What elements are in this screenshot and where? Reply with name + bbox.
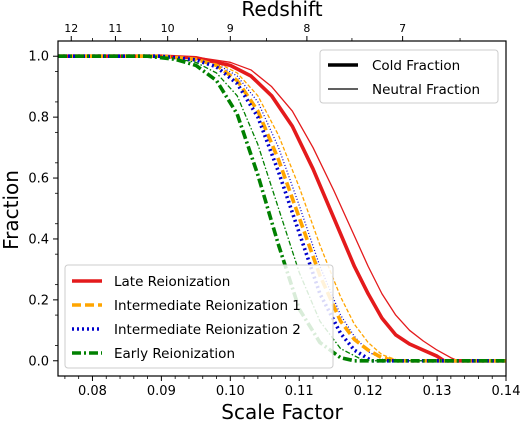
top-tick-label: 10 bbox=[161, 22, 175, 35]
x-tick-label: 0.11 bbox=[285, 384, 314, 399]
series-legend-label: Intermediate Reionization 2 bbox=[114, 322, 301, 338]
y-tick-label: 0.2 bbox=[28, 293, 49, 308]
series-legend-label: Early Reionization bbox=[114, 346, 235, 362]
style-legend-box bbox=[319, 49, 499, 104]
y-tick-label: 0.0 bbox=[28, 354, 49, 369]
y-tick-label: 0.4 bbox=[28, 232, 49, 247]
series-line-early-reionization-cold-fraction bbox=[58, 54, 506, 363]
y-tick-label: 0.8 bbox=[28, 111, 49, 126]
series-line-early-reionization-neutral-fraction bbox=[58, 55, 506, 362]
series-layer bbox=[58, 54, 506, 363]
top-axis-label: Redshift bbox=[241, 0, 322, 21]
axes-layer: 0.08 0.09 0.10 0.11 0.12 0.13 0.14 0.0 0.2 0.4 0.6… bbox=[28, 22, 520, 399]
style-legend-label: Neutral Fraction bbox=[372, 82, 480, 98]
y-axis-label: Fraction bbox=[0, 170, 23, 250]
top-tick-label: 7 bbox=[399, 22, 406, 35]
style-legend-label: Cold Fraction bbox=[372, 58, 460, 74]
series-legend-label: Intermediate Reionization 1 bbox=[114, 298, 301, 314]
top-tick-label: 12 bbox=[64, 22, 78, 35]
x-tick-label: 0.09 bbox=[147, 384, 176, 399]
x-tick-label: 0.10 bbox=[216, 384, 245, 399]
legend-layer: Cold Fraction Neutral Fraction Late Reioni… bbox=[64, 49, 499, 369]
series-line-late-reionization-cold-fraction bbox=[58, 54, 506, 363]
x-tick-label: 0.14 bbox=[492, 384, 520, 399]
top-tick-label: 8 bbox=[303, 22, 310, 35]
y-tick-label: 1.0 bbox=[28, 50, 49, 65]
series-legend-box bbox=[64, 264, 334, 369]
series-line-late-reionization-neutral-fraction bbox=[58, 55, 506, 362]
plot-frame bbox=[57, 40, 507, 377]
top-tick-label: 11 bbox=[108, 22, 122, 35]
y-tick-label: 0.6 bbox=[28, 172, 49, 187]
x-tick-label: 0.08 bbox=[78, 384, 107, 399]
x-tick-label: 0.13 bbox=[423, 384, 452, 399]
x-axis-label: Scale Factor bbox=[221, 400, 343, 424]
series-legend-label: Late Reionization bbox=[114, 274, 230, 290]
x-tick-label: 0.12 bbox=[354, 384, 383, 399]
top-tick-label: 9 bbox=[227, 22, 234, 35]
